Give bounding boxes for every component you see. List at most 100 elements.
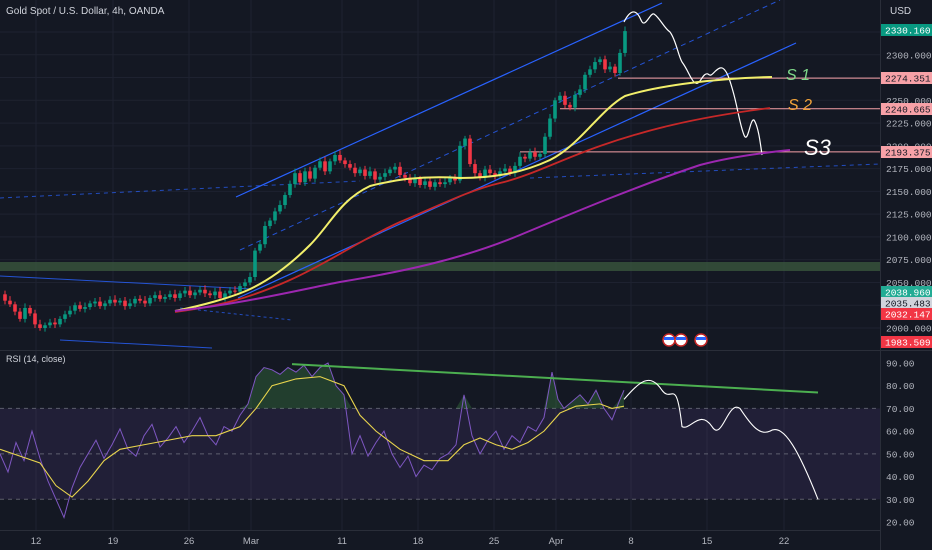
price-tick-label: 2050.000 <box>886 278 932 289</box>
candles <box>3 26 627 332</box>
rsi-tick-label: 80.00 <box>886 381 915 392</box>
candle-body <box>588 69 592 75</box>
price-label-box <box>881 297 932 309</box>
candle-body <box>353 167 357 174</box>
candle-body <box>58 318 62 325</box>
time-tick-label: 25 <box>489 536 500 547</box>
currency-label[interactable]: USD <box>890 6 911 17</box>
rsi-tick-label: 20.00 <box>886 518 915 529</box>
price-label-box <box>881 146 932 158</box>
rsi-tick-label: 50.00 <box>886 449 915 460</box>
candle-body <box>523 156 527 159</box>
candle-body <box>53 322 57 325</box>
rsi-trendline <box>291 363 819 394</box>
candle-body <box>618 52 622 73</box>
projection-path <box>623 11 763 156</box>
time-tick-label: 26 <box>184 536 195 547</box>
candle-body <box>418 178 422 186</box>
price-tick-label: 2225.000 <box>886 119 932 130</box>
candle-body <box>483 169 487 178</box>
candle-body <box>308 171 312 179</box>
candle-body <box>133 298 137 304</box>
channel-upper-line <box>235 2 663 198</box>
candle-body <box>198 289 202 293</box>
candle-body <box>363 169 367 176</box>
price-labels: 2330.160 2274.351 2240.665 2193.375 2038.960… <box>881 24 932 349</box>
candle-body <box>103 303 107 307</box>
candle-body <box>558 95 562 101</box>
candle-body <box>598 59 602 63</box>
candle-body <box>138 298 142 301</box>
candle-body <box>333 154 337 162</box>
price-label: 2035.483 <box>885 299 931 310</box>
candle-body <box>13 304 17 312</box>
time-axis[interactable]: 12 19 26 Mar 11 18 25 Apr 8 15 22 <box>31 536 790 547</box>
candle-body <box>328 161 332 172</box>
candle-body <box>173 294 177 298</box>
candle-body <box>423 181 427 186</box>
candle-body <box>578 89 582 95</box>
price-tick-label: 2100.000 <box>886 232 932 243</box>
candle-body <box>458 145 462 181</box>
us-flag-icon <box>696 337 706 340</box>
candle-body <box>183 290 187 294</box>
candle-body <box>373 171 377 180</box>
candle-body <box>123 300 127 307</box>
rsi-tick-label: 30.00 <box>886 495 915 506</box>
price-label-box <box>881 72 932 84</box>
rsi-tick-label: 60.00 <box>886 427 915 438</box>
candle-body <box>573 94 577 108</box>
candle-body <box>288 184 292 196</box>
us-flag-icon <box>664 337 674 340</box>
candle-body <box>218 291 222 298</box>
descending-line <box>0 275 253 290</box>
candle-body <box>108 299 112 304</box>
event-flags[interactable] <box>662 333 708 347</box>
candle-body <box>368 171 372 176</box>
candle-body <box>73 305 77 311</box>
time-tick-label: 12 <box>31 536 42 547</box>
dashed-line <box>529 163 881 179</box>
price-label-box <box>881 286 932 298</box>
candle-body <box>343 160 347 165</box>
price-tick-label: 2300.000 <box>886 50 932 61</box>
sma-slow-line <box>174 149 791 312</box>
candle-body <box>623 31 627 53</box>
candle-body <box>43 325 47 328</box>
candle-body <box>388 169 392 174</box>
descending-line <box>59 339 213 349</box>
candle-body <box>608 66 612 70</box>
rsi-label: RSI (14, close) <box>6 354 66 364</box>
price-label: 1983.509 <box>885 338 931 349</box>
candle-body <box>188 290 192 296</box>
candle-body <box>313 167 317 179</box>
candle-body <box>258 244 262 251</box>
candle-body <box>78 305 82 309</box>
annotation-s3: S3 <box>804 135 832 160</box>
price-label-box <box>881 103 932 115</box>
candle-body <box>403 174 407 178</box>
candle-body <box>568 104 572 108</box>
annotation-s1: S 1 <box>786 67 810 84</box>
drawings <box>0 0 881 349</box>
candle-body <box>503 168 507 172</box>
candle-body <box>438 182 442 185</box>
rsi-axis[interactable]: 20.00 30.00 40.00 50.00 60.00 70.00 80.00 90.00 <box>886 359 915 529</box>
candle-body <box>128 303 132 307</box>
candle-body <box>243 282 247 287</box>
rsi-projection-path <box>623 379 819 500</box>
candle-body <box>548 118 552 137</box>
time-tick-label: Mar <box>243 536 259 547</box>
candle-body <box>118 300 122 303</box>
candle-body <box>153 295 157 298</box>
candle-body <box>393 166 397 170</box>
candle-body <box>203 289 207 294</box>
candle-body <box>338 154 342 161</box>
candle-body <box>433 182 437 187</box>
candle-body <box>223 293 227 298</box>
candle-body <box>453 177 457 181</box>
candle-body <box>538 154 542 157</box>
candle-body <box>348 164 352 168</box>
time-tick-label: 18 <box>413 536 424 547</box>
